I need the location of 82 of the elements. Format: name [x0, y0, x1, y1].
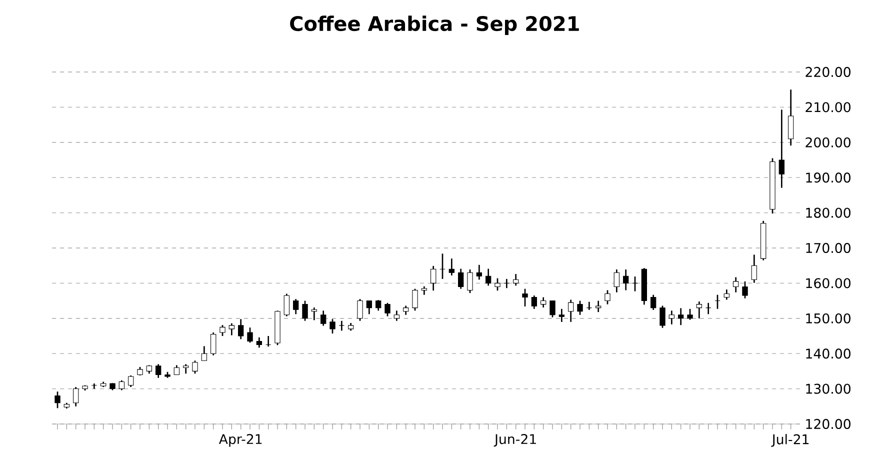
candlestick — [678, 308, 684, 326]
y-tick-label: 140.00 — [806, 348, 850, 359]
candlestick — [660, 305, 666, 329]
candlestick — [614, 268, 620, 294]
candlestick — [302, 300, 308, 322]
candlestick — [376, 299, 382, 312]
candlestick — [706, 302, 712, 315]
candlestick — [568, 299, 574, 323]
candlestick — [412, 288, 418, 312]
candlestick — [577, 300, 583, 316]
candlestick — [210, 332, 216, 356]
candlestick — [522, 288, 528, 308]
y-tick-label: 190.00 — [806, 172, 850, 183]
candlestick — [384, 302, 390, 317]
y-tick-label: 170.00 — [806, 242, 850, 254]
candlestick — [732, 276, 739, 294]
candlestick — [650, 294, 656, 311]
candlestick — [540, 296, 546, 308]
candlestick — [440, 252, 446, 280]
candlestick — [266, 335, 272, 348]
y-tick-label: 210.00 — [806, 102, 850, 112]
candlestick — [513, 273, 519, 286]
candlestick — [394, 310, 400, 322]
x-tick-label: Jun-21 — [494, 434, 536, 447]
candlestick — [247, 326, 253, 344]
candlestick — [632, 276, 638, 292]
y-tick-label: 220.00 — [806, 66, 850, 78]
candlestick — [338, 320, 345, 332]
x-tick-label: Jul-21 — [771, 434, 809, 447]
y-tick-label: 150.00 — [806, 313, 850, 324]
candlestick — [430, 265, 436, 292]
candlestick — [91, 382, 98, 390]
candlestick — [458, 268, 464, 290]
candlestick — [531, 294, 538, 310]
candlestick — [550, 300, 556, 318]
candlestick — [467, 268, 473, 294]
candlestick — [486, 268, 492, 286]
candlestick — [238, 318, 244, 340]
y-tick-label: 160.00 — [806, 278, 850, 288]
chart-title: Coffee Arabica - Sep 2021 — [290, 16, 579, 36]
candlestick — [448, 258, 455, 276]
x-tick-label: Apr-21 — [218, 434, 262, 447]
candlestick — [724, 288, 730, 300]
candlestick — [586, 301, 592, 311]
candlestick — [778, 108, 784, 188]
candlestick — [696, 300, 702, 320]
candlestick — [118, 380, 125, 391]
candlestick — [687, 308, 693, 320]
candlestick — [320, 310, 326, 326]
candlestick — [742, 280, 748, 299]
candlestick — [293, 298, 299, 315]
candlestick — [366, 300, 372, 315]
candlestick — [714, 294, 720, 310]
candlestick — [788, 88, 794, 146]
candlestick — [156, 363, 162, 379]
y-tick-label: 200.00 — [806, 137, 850, 148]
candlestick — [558, 308, 565, 323]
candlestick — [228, 322, 235, 336]
candlestick — [73, 386, 79, 408]
candlestick — [174, 364, 180, 376]
candlestick — [668, 310, 675, 326]
y-tick-label: 120.00 — [806, 418, 850, 430]
candlestick — [201, 346, 208, 362]
candlestick — [256, 336, 262, 348]
candlestick — [476, 264, 482, 280]
candlestick — [623, 268, 629, 291]
candlestick — [357, 298, 363, 322]
candlestick — [330, 318, 336, 334]
candlestick — [284, 293, 290, 317]
candlestick — [403, 305, 409, 316]
candlestick — [54, 390, 60, 409]
candlestick — [604, 290, 610, 305]
candlestick — [595, 300, 602, 313]
candlestick — [220, 324, 226, 337]
y-tick-label: 130.00 — [806, 384, 850, 394]
candlestick — [183, 363, 189, 374]
y-tick-label: 180.00 — [806, 208, 850, 218]
candlestick — [504, 278, 510, 289]
candlestick — [494, 278, 500, 292]
candlestick — [751, 254, 758, 284]
candlestick — [128, 374, 134, 388]
candlestick — [192, 360, 198, 374]
